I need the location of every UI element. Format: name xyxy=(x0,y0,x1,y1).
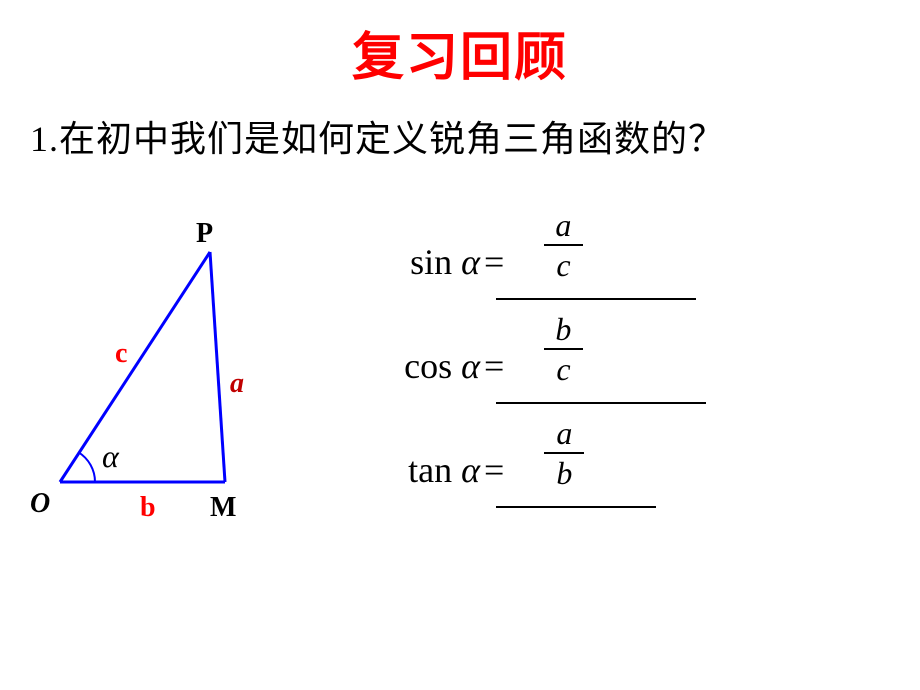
svg-text:α: α xyxy=(102,438,120,474)
svg-text:M: M xyxy=(210,492,236,523)
tan-numerator: a xyxy=(544,414,584,452)
svg-text:b: b xyxy=(140,492,156,523)
equals-sign: = xyxy=(480,449,514,491)
triangle-diagram: P O Mc a bα xyxy=(0,212,360,532)
formula-sin: sin α = a c xyxy=(360,212,920,312)
cos-numerator: b xyxy=(544,310,582,348)
sin-label: sin α xyxy=(360,241,480,283)
title-text: 复习回顾 xyxy=(352,30,568,87)
sin-numerator: a xyxy=(544,206,582,244)
sin-fraction: a c xyxy=(514,212,734,312)
formula-tan: tan α = a b xyxy=(360,420,920,520)
question-content: 1.在初中我们是如何定义锐角三角函数的？ xyxy=(30,119,725,159)
tan-denominator: b xyxy=(544,452,584,492)
cos-fraction: b c xyxy=(514,316,734,416)
svg-text:P: P xyxy=(196,218,213,249)
svg-text:c: c xyxy=(115,338,127,369)
cos-underline xyxy=(496,402,706,404)
triangle-svg: P O Mc a bα xyxy=(0,212,360,532)
sin-denominator: c xyxy=(544,244,582,284)
question-text: 1.在初中我们是如何定义锐角三角函数的？ xyxy=(0,90,920,162)
content-row: POMcabα sin α = a c cos α = b c xyxy=(0,212,920,532)
equals-sign: = xyxy=(480,241,514,283)
cos-label: cos α xyxy=(360,345,480,387)
sin-underline xyxy=(496,298,696,300)
cos-denominator: c xyxy=(544,348,582,388)
tan-label: tan α xyxy=(360,449,480,491)
tan-fraction: a b xyxy=(514,420,734,520)
equals-sign: = xyxy=(480,345,514,387)
formula-cos: cos α = b c xyxy=(360,316,920,416)
tan-underline xyxy=(496,506,656,508)
svg-text:a: a xyxy=(230,368,244,399)
svg-text:O: O xyxy=(30,488,50,519)
page-title: 复习回顾 xyxy=(0,0,920,90)
formula-list: sin α = a c cos α = b c tan α xyxy=(360,212,920,532)
